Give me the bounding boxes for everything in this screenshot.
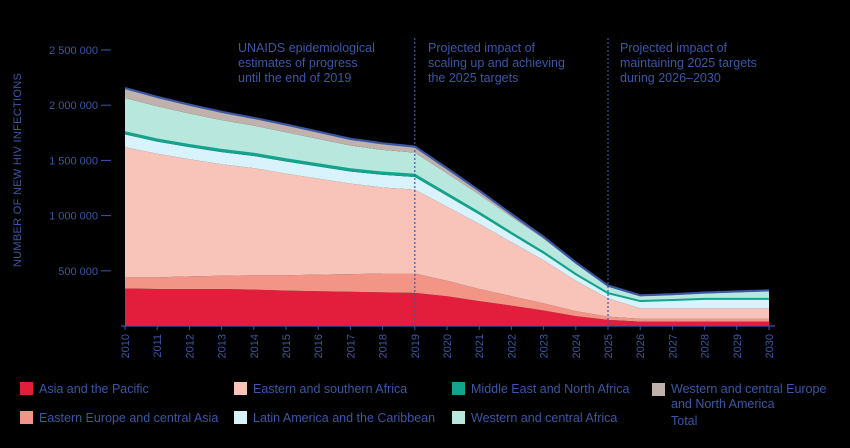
- period-annotations: UNAIDS epidemiological estimates of progr…: [238, 41, 757, 85]
- x-tick-label: 2010: [120, 334, 132, 358]
- y-tick-label: 1 000 000: [49, 211, 98, 223]
- area-asia-and-the-pacific: [125, 288, 769, 326]
- legend-label: Latin America and the Caribbean: [253, 411, 436, 425]
- x-tick-label: 2012: [184, 334, 196, 358]
- x-tick-label: 2030: [764, 334, 776, 358]
- x-tick-label: 2028: [700, 334, 712, 358]
- x-tick-label: 2027: [667, 334, 679, 358]
- legend-label: Middle East and North Africa: [471, 382, 630, 396]
- y-axis: 500 000 1 000 000 1 500 000 2 000 000 2 500 …: [49, 45, 111, 278]
- legend-item-asia-pacific: Asia and the Pacific: [20, 382, 149, 397]
- y-tick-label: 2 500 000: [49, 45, 98, 57]
- legend-swatch: [20, 382, 33, 395]
- legend-swatch: [234, 382, 247, 395]
- legend-item-middle-east-north-africa: Middle East and North Africa: [452, 382, 629, 397]
- x-tick-label: 2015: [281, 334, 293, 358]
- legend-swatch: [652, 383, 665, 396]
- x-tick-label: 2024: [571, 334, 583, 358]
- legend-item-eastern-europe-central-asia: Eastern Europe and central Asia: [20, 411, 218, 426]
- x-tick-label: 2029: [732, 334, 744, 358]
- x-tick-label: 2011: [152, 334, 164, 358]
- legend-item-western-central-africa: Western and central Africa: [452, 411, 617, 426]
- legend-swatch: [452, 411, 465, 424]
- series-lines: [124, 87, 770, 303]
- legend-swatch: [452, 382, 465, 395]
- y-tick-label: 1 500 000: [49, 155, 98, 167]
- area-latin-america-and-the-caribbean: [125, 134, 769, 309]
- legend-label: Western and central Africa: [471, 411, 618, 425]
- legend-item-western-central-europe-north-america: Western and central Europe and North Ame…: [652, 382, 842, 412]
- legend-label: Total: [671, 414, 698, 428]
- line-middle-east-north-africa: [124, 131, 769, 303]
- stacked-areas: [125, 88, 769, 326]
- line-total: [124, 87, 770, 297]
- x-tick-label: 2017: [345, 334, 357, 358]
- x-tick-label: 2018: [378, 334, 390, 358]
- legend-label: Asia and the Pacific: [39, 382, 149, 396]
- x-tick-label: 2014: [249, 334, 261, 358]
- x-tick-label: 2025: [603, 334, 615, 358]
- x-tick-label: 2023: [539, 334, 551, 358]
- legend-item-latin-america-caribbean: Latin America and the Caribbean: [234, 411, 435, 426]
- x-tick-label: 2020: [442, 334, 454, 358]
- legend-label: Eastern and southern Africa: [253, 382, 408, 396]
- x-tick-label: 2013: [217, 334, 229, 358]
- legend-swatch: [234, 411, 247, 424]
- annotation-1: UNAIDS epidemiological estimates of progr…: [238, 41, 375, 85]
- x-tick-label: 2026: [635, 334, 647, 358]
- y-tick-label: 500 000: [58, 266, 98, 278]
- area-western-and-central-africa: [125, 98, 769, 302]
- area-eastern-europe-and-central-asia: [125, 273, 769, 322]
- legend-item-total: Total: [671, 414, 697, 428]
- x-tick-label: 2019: [410, 334, 422, 358]
- annotation-3: Projected impact of maintaining 2025 targ…: [620, 41, 757, 85]
- y-axis-label: NUMBER OF NEW HIV INFECTIONS: [12, 73, 24, 267]
- legend-swatch: [20, 411, 33, 424]
- legend-item-eastern-southern-africa: Eastern and southern Africa: [234, 382, 407, 397]
- annotation-2: Projected impact of scaling up and achiev…: [428, 41, 565, 85]
- area-eastern-and-southern-africa: [125, 147, 769, 319]
- legend-label: Eastern Europe and central Asia: [39, 411, 219, 425]
- x-tick-label: 2022: [506, 334, 518, 358]
- period-dividers: [414, 38, 609, 326]
- legend-label: Western and central Europe and North Ame…: [671, 382, 827, 411]
- hiv-infections-area-chart: 500 000 1 000 000 1 500 000 2 000 000 2 500 …: [12, 38, 776, 358]
- area-western-and-central-europe-and-north-america: [125, 88, 769, 297]
- y-tick-label: 2 000 000: [49, 100, 98, 112]
- x-tick-label: 2016: [313, 334, 325, 358]
- x-tick-label: 2021: [474, 334, 486, 358]
- x-axis: 2010 2011 2012 2013 2014 2015 2016 2017 2018 2019…: [120, 325, 776, 358]
- legend: Asia and the Pacific Eastern Europe and …: [0, 376, 850, 448]
